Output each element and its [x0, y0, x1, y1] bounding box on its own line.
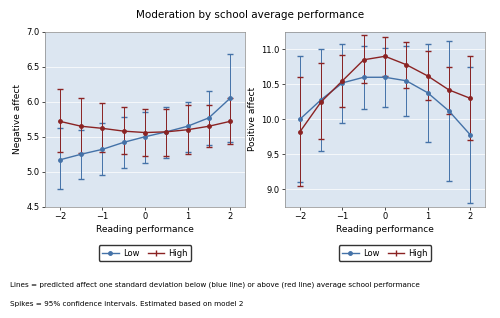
X-axis label: Reading performance: Reading performance: [96, 225, 194, 234]
Text: Spikes = 95% confidence intervals. Estimated based on model 2: Spikes = 95% confidence intervals. Estim…: [10, 301, 243, 307]
Legend: Low, High: Low, High: [98, 245, 192, 261]
Y-axis label: Negative affect: Negative affect: [13, 84, 22, 154]
Text: Moderation by school average performance: Moderation by school average performance: [136, 10, 364, 19]
X-axis label: Reading performance: Reading performance: [336, 225, 434, 234]
Y-axis label: Positive affect: Positive affect: [248, 87, 257, 151]
Text: Lines = predicted affect one standard deviation below (blue line) or above (red : Lines = predicted affect one standard de…: [10, 281, 420, 288]
Legend: Low, High: Low, High: [338, 245, 432, 261]
